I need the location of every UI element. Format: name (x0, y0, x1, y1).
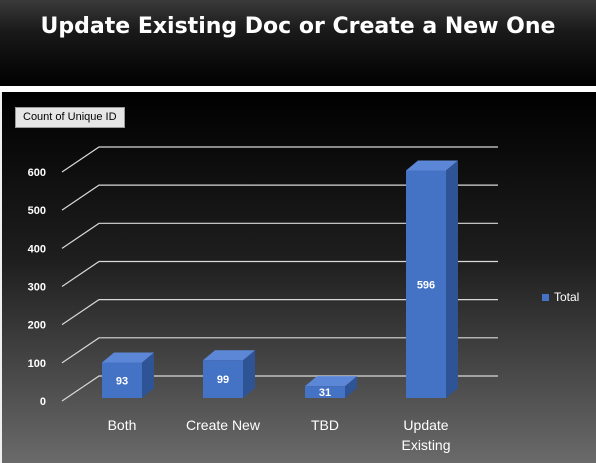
bar-top (203, 350, 255, 361)
y-tick-label: 100 (28, 358, 46, 370)
y-tick-label: 300 (28, 281, 46, 293)
y-tick-label: 200 (28, 320, 46, 332)
bar (406, 170, 446, 398)
gridline (61, 299, 498, 326)
legend[interactable]: Total (542, 290, 579, 304)
bar-top (102, 352, 154, 363)
y-tick-label: 500 (28, 205, 46, 217)
value-field-button[interactable]: Count of Unique ID (15, 107, 125, 128)
data-label: 596 (417, 279, 435, 291)
x-tick-label: Both (108, 417, 137, 433)
legend-label: Total (554, 290, 580, 304)
y-tick-label: 400 (28, 243, 46, 255)
bar-top (406, 160, 458, 171)
gridline (61, 375, 498, 402)
x-tick-label: Update (403, 417, 448, 433)
page-title: Update Existing Doc or Create a New One (40, 14, 556, 39)
title-band: Update Existing Doc or Create a New One (0, 0, 596, 86)
bar-chart: 0 100 200 300 400 500 600 93 99 31 596 Both Create N… (28, 146, 498, 453)
bar (203, 360, 243, 398)
y-tick-label: 0 (40, 396, 46, 408)
data-label: 99 (217, 374, 229, 386)
x-tick-label: TBD (311, 417, 339, 433)
x-tick-label: Create New (186, 417, 261, 433)
chart-panel: 0 100 200 300 400 500 600 93 99 31 596 Both Create N… (0, 92, 596, 463)
bar-top (305, 376, 357, 387)
gridline (61, 222, 498, 249)
y-tick-label: 600 (28, 167, 46, 179)
gridline (61, 337, 498, 364)
bar-side (446, 160, 458, 398)
bar-side (345, 376, 357, 398)
bar-side (243, 350, 255, 398)
bar (305, 386, 345, 398)
bar-side (142, 352, 154, 398)
x-tick-label: Existing (401, 437, 450, 453)
data-label: 31 (319, 387, 331, 399)
gridline (61, 184, 498, 211)
legend-swatch (542, 293, 549, 301)
bar (102, 362, 142, 398)
data-label: 93 (116, 375, 128, 387)
gridline (61, 260, 498, 287)
gridline (61, 146, 498, 173)
